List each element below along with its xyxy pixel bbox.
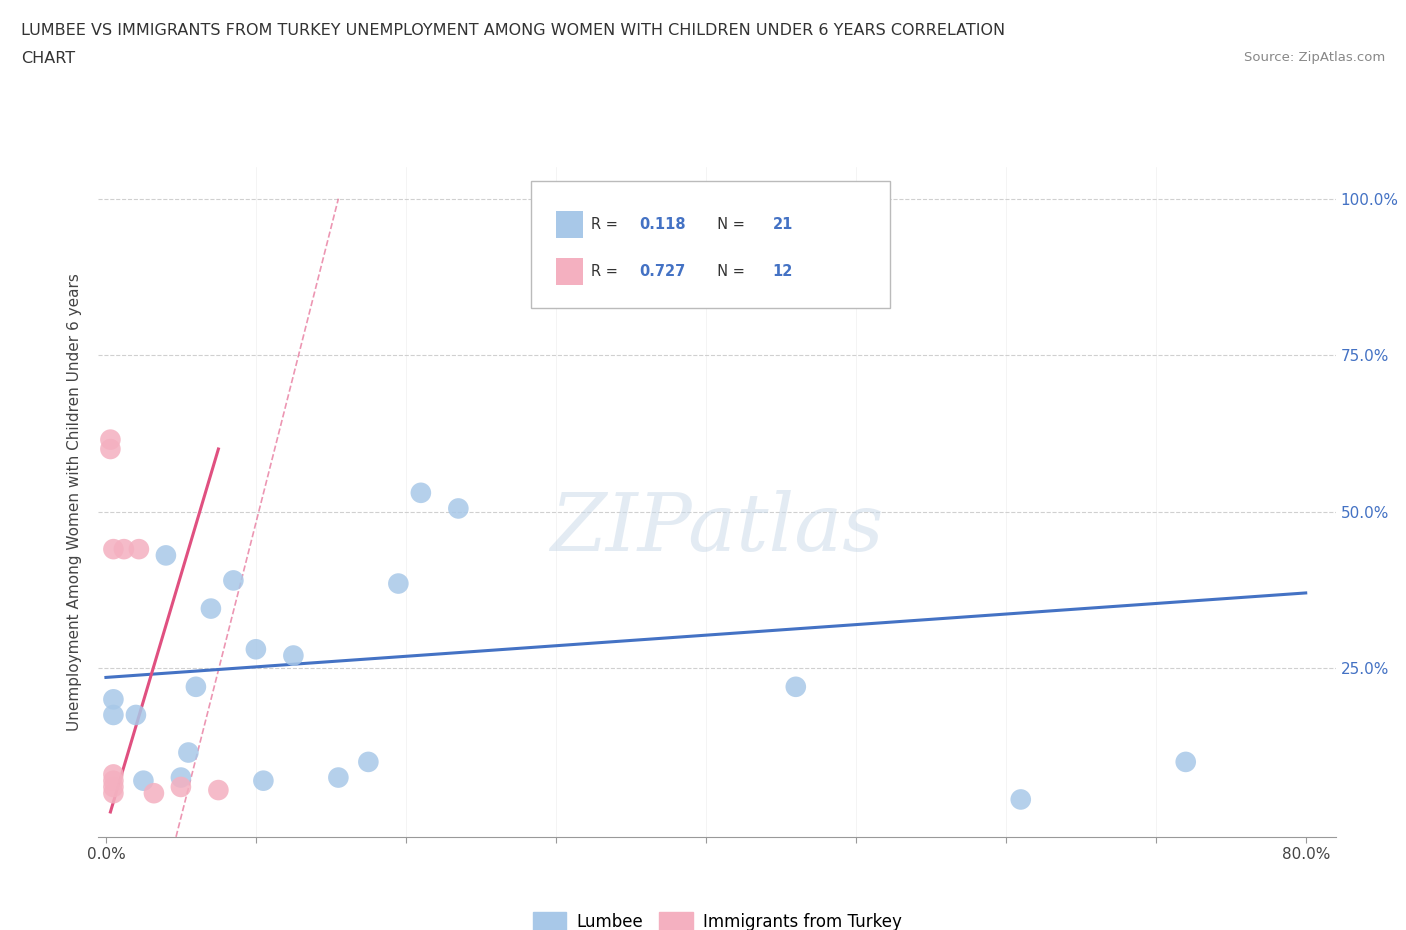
Point [103, 773, 125, 788]
Bar [557, 258, 583, 285]
Text: R =: R = [591, 264, 623, 279]
Point [128, 541, 150, 556]
Text: N =: N = [709, 217, 749, 232]
Point [170, 770, 193, 785]
Text: 21: 21 [773, 217, 793, 232]
Text: N =: N = [709, 264, 749, 279]
Text: 0.118: 0.118 [640, 217, 686, 232]
Point [357, 754, 380, 769]
Point [170, 779, 193, 794]
Point [100, 432, 122, 447]
Point [245, 642, 267, 657]
Point [1010, 792, 1032, 807]
Point [184, 680, 207, 695]
Point [103, 767, 125, 782]
Y-axis label: Unemployment Among Women with Children Under 6 years: Unemployment Among Women with Children U… [67, 273, 83, 731]
Point [785, 680, 807, 695]
Point [222, 573, 245, 588]
FancyBboxPatch shape [531, 180, 890, 308]
Text: R =: R = [591, 217, 623, 232]
Point [142, 786, 165, 801]
Point [252, 773, 274, 788]
Point [103, 779, 125, 794]
Point [328, 770, 350, 785]
Point [100, 442, 122, 457]
Text: 0.727: 0.727 [640, 264, 685, 279]
Point [283, 648, 305, 663]
Point [387, 576, 409, 591]
Point [103, 541, 125, 556]
Point [177, 745, 200, 760]
Point [409, 485, 432, 500]
Point [200, 601, 222, 616]
Bar [557, 211, 583, 238]
Text: 12: 12 [773, 264, 793, 279]
Point [132, 773, 155, 788]
Point [447, 501, 470, 516]
Point [103, 786, 125, 801]
Text: CHART: CHART [21, 51, 75, 66]
Point [1174, 754, 1197, 769]
Point [112, 541, 135, 556]
Point [155, 548, 177, 563]
Point [103, 708, 125, 723]
Legend: Lumbee, Immigrants from Turkey: Lumbee, Immigrants from Turkey [526, 906, 908, 930]
Point [103, 692, 125, 707]
Text: ZIPatlas: ZIPatlas [550, 490, 884, 567]
Point [207, 783, 229, 798]
Text: Source: ZipAtlas.com: Source: ZipAtlas.com [1244, 51, 1385, 64]
Point [125, 708, 148, 723]
Text: LUMBEE VS IMMIGRANTS FROM TURKEY UNEMPLOYMENT AMONG WOMEN WITH CHILDREN UNDER 6 : LUMBEE VS IMMIGRANTS FROM TURKEY UNEMPLO… [21, 23, 1005, 38]
